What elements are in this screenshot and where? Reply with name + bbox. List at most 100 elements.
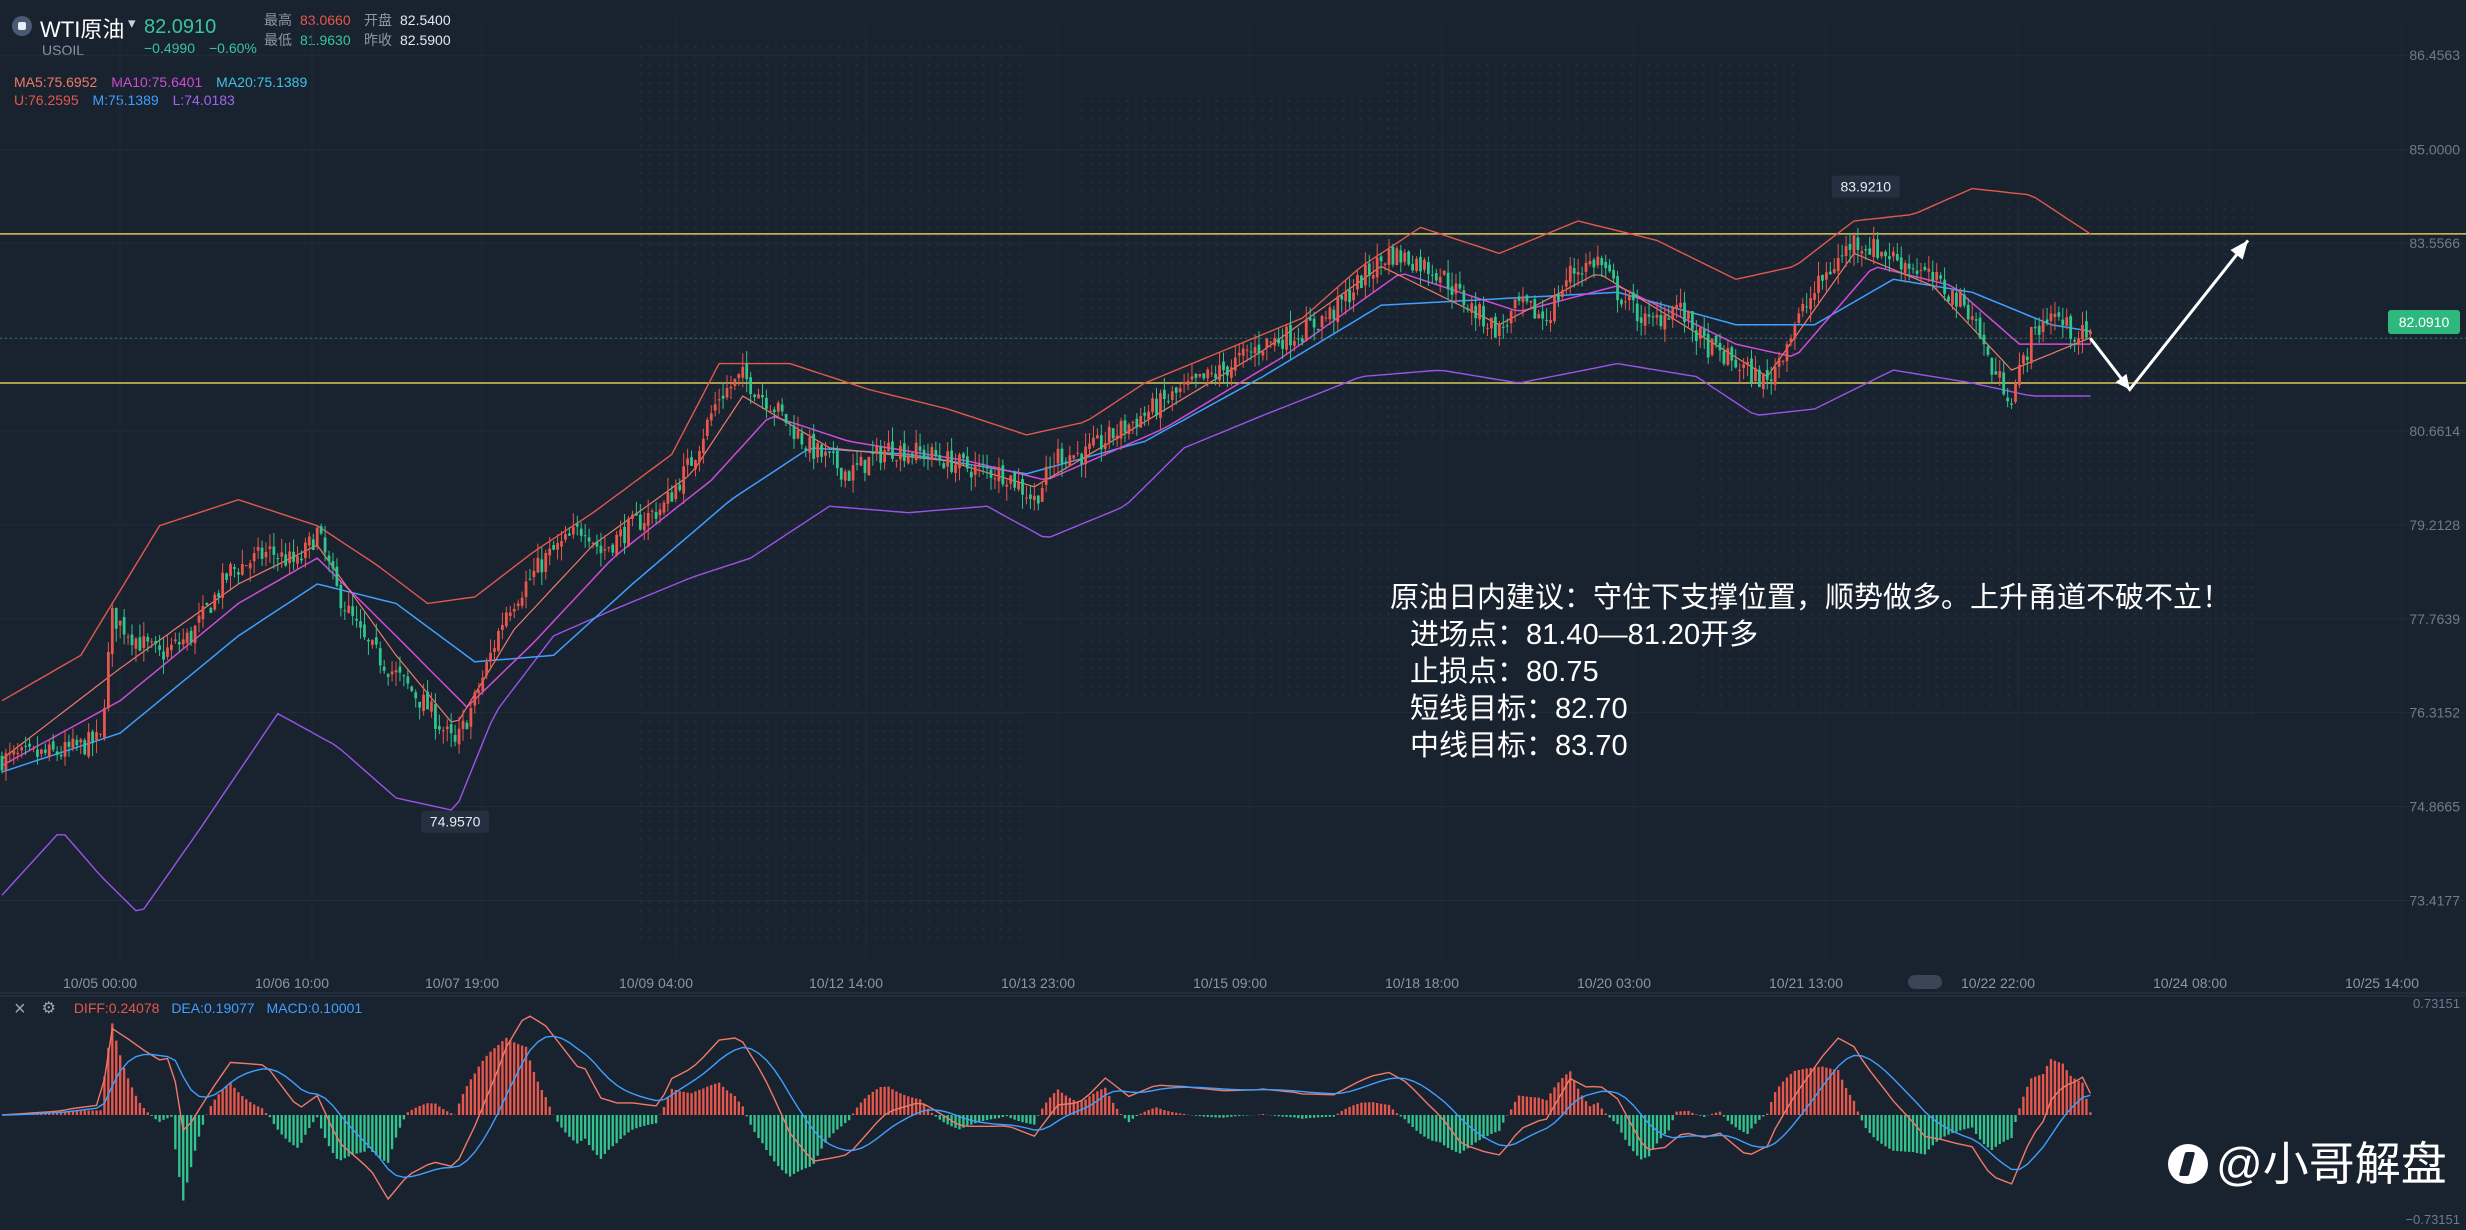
candle-body <box>1533 299 1537 319</box>
chevron-down-icon[interactable]: ▾ <box>128 15 136 32</box>
candle-body <box>39 749 43 754</box>
y-tick-label: 85.0000 <box>2409 142 2460 158</box>
candle-body <box>1758 369 1761 388</box>
candle-body <box>938 455 942 461</box>
close-icon[interactable]: × <box>14 998 26 1020</box>
candle-body <box>737 373 741 379</box>
candle-body <box>370 640 374 645</box>
candle-body <box>233 566 236 569</box>
forecast-path <box>2089 239 2250 392</box>
candle-body <box>1675 304 1679 310</box>
candle-body <box>1423 259 1426 270</box>
candle-body <box>1277 338 1281 344</box>
candle-body <box>154 640 158 644</box>
candle-body <box>1631 292 1635 301</box>
candle-body <box>839 467 843 480</box>
candle-body <box>1261 351 1265 356</box>
candle-body <box>1698 327 1702 339</box>
candle-body <box>1734 359 1738 368</box>
candle-body <box>1903 263 1907 273</box>
candle-body <box>1840 255 1844 257</box>
candle-body <box>1478 304 1481 320</box>
candle-body <box>512 608 516 612</box>
candle-body <box>914 442 918 461</box>
gear-icon[interactable]: ⚙ <box>41 1000 56 1017</box>
candle-body <box>2022 355 2025 364</box>
candle-body <box>2069 316 2073 340</box>
candle-body <box>1143 412 1147 416</box>
candle-body <box>307 536 311 546</box>
candle-body <box>1978 317 1982 339</box>
candle-body <box>1608 264 1612 272</box>
candle-body <box>1612 269 1615 279</box>
candle-body <box>1356 275 1359 290</box>
candle-body <box>1375 257 1379 278</box>
candle-body <box>1009 475 1013 484</box>
candle-body <box>63 742 67 757</box>
candle-body <box>331 561 335 569</box>
candle-body <box>55 751 59 756</box>
candle-body <box>489 652 492 662</box>
candle-body <box>1293 340 1296 346</box>
candle-body <box>2018 364 2021 386</box>
candle-body <box>1557 293 1560 301</box>
candle-body <box>1659 314 1663 327</box>
candle-body <box>828 451 831 453</box>
candle-body <box>1687 310 1690 320</box>
candle-body <box>288 551 291 564</box>
candle-body <box>2010 403 2013 405</box>
candle-body <box>934 450 938 457</box>
candle-body <box>1667 318 1671 320</box>
candle-body <box>918 446 922 451</box>
candle-body <box>1336 296 1340 323</box>
candle-body <box>36 749 39 757</box>
candle-body <box>1296 338 1300 340</box>
candle-body <box>1584 262 1588 272</box>
candle-body <box>686 458 689 465</box>
candle-body <box>548 548 552 556</box>
candle-body <box>579 528 583 536</box>
candle-body <box>709 413 713 421</box>
candle-body <box>1576 272 1580 275</box>
candle-body <box>1746 361 1749 366</box>
candle-body <box>453 734 457 742</box>
candle-body <box>1663 314 1667 330</box>
candle-body <box>1750 358 1753 383</box>
candle-body <box>1482 305 1485 327</box>
candle-body <box>166 647 169 657</box>
candle-body <box>1860 251 1864 254</box>
symbol-selector[interactable]: WTI原油 <box>40 17 125 42</box>
candle-body <box>229 564 232 577</box>
candle-body <box>4 753 8 771</box>
candle-body <box>1742 364 1746 368</box>
candle-body <box>162 651 165 660</box>
candle-body <box>32 747 35 749</box>
candle-body <box>374 637 378 645</box>
candle-body <box>1237 352 1241 356</box>
candle-body <box>461 720 465 729</box>
candle-body <box>1588 261 1592 265</box>
candle-body <box>1308 317 1312 321</box>
candle-body <box>406 676 410 684</box>
watermark-text: @小哥解盘 <box>2216 1138 2447 1190</box>
candle-body <box>1273 338 1277 346</box>
x-tick-label: 10/24 08:00 <box>2153 975 2227 991</box>
candle-body <box>1466 308 1470 310</box>
candle-body <box>958 454 961 469</box>
candle-body <box>205 602 209 605</box>
candle-body <box>2025 356 2029 361</box>
candle-body <box>962 453 965 459</box>
annotation-mid-target: 中线目标：83.70 <box>1410 730 1628 762</box>
candle-body <box>292 551 295 562</box>
candle-body <box>1706 333 1710 358</box>
candle-body <box>386 674 390 677</box>
candle-body <box>75 739 79 746</box>
candle-body <box>981 463 985 465</box>
candle-body <box>906 454 910 464</box>
candle-body <box>1564 280 1568 287</box>
candle-body <box>1683 302 1686 322</box>
candle-body <box>244 565 248 567</box>
macd-tick-label: −0.73151 <box>2405 1212 2460 1227</box>
candle-body <box>110 607 114 655</box>
